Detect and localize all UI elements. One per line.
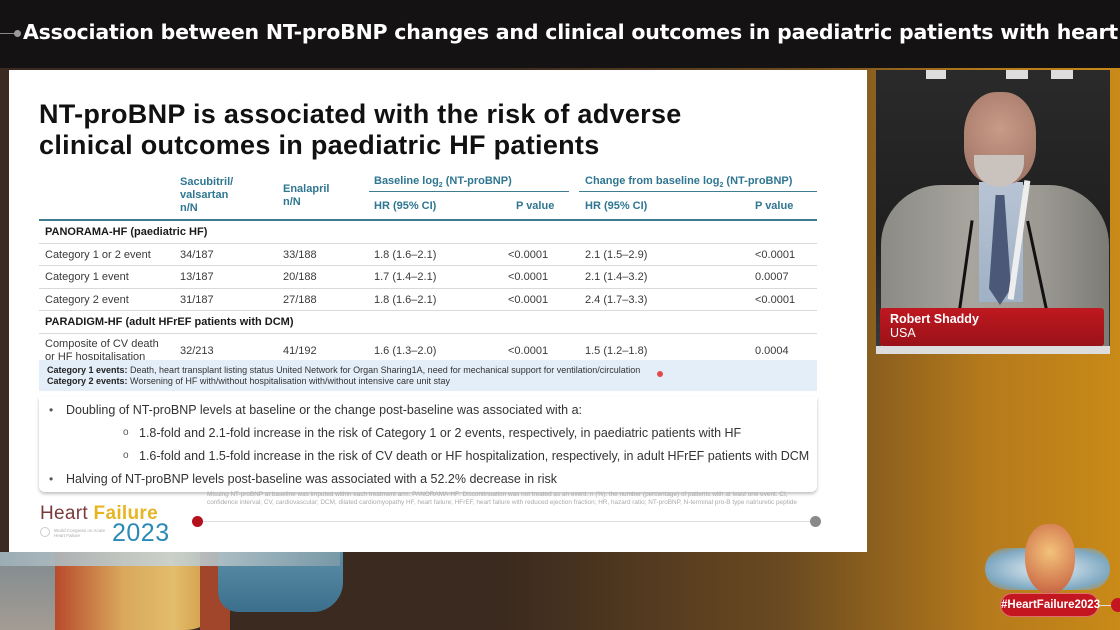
speaker-name: Robert Shaddy: [890, 312, 979, 326]
group-underline-baseline: [369, 191, 569, 192]
timeline-dot-icon: [14, 30, 21, 37]
presentation-slide: NT-proBNP is associated with the risk of…: [9, 70, 867, 552]
group-underline-change: [579, 191, 817, 192]
col-group-change: Change from baseline log2 (NT-proBNP): [585, 175, 793, 190]
slide-title-line-1: NT-proBNP is associated with the risk of…: [39, 99, 682, 129]
bullet-icon: •: [49, 403, 54, 417]
event-hashtag: #HeartFailure2023: [1000, 593, 1100, 617]
event-heart-logo-icon: [985, 518, 1115, 598]
key-findings-box: • Doubling of NT-proBNP levels at baseli…: [39, 397, 817, 492]
col-sacubitril-valsartan: Sacubitril/ valsartan n/N: [180, 176, 234, 214]
col-group-baseline: Baseline log2 (NT-proBNP): [374, 175, 512, 190]
sub-bullet-icon: o: [123, 450, 129, 461]
slide-footnote: Missing NT-proBNP at baseline was impute…: [207, 491, 797, 506]
sub-bullet-item: 1.6-fold and 1.5-fold increase in the ri…: [139, 449, 810, 463]
laser-pointer-dot: [657, 371, 663, 377]
logo-globe-icon: [40, 527, 50, 537]
slide-title-line-2: clinical outcomes in paediatric HF patie…: [39, 130, 600, 160]
heart-failure-2023-logo: Heart Failure World Congress on Acute He…: [40, 503, 170, 547]
results-table: Sacubitril/ valsartan n/N Enalapril n/N …: [39, 170, 817, 369]
col-enalapril: Enalapril n/N: [283, 183, 330, 208]
table-row: Category 1 event 13/187 20/188 1.7 (1.4–…: [39, 266, 817, 289]
hashtag-dot-icon: [1111, 598, 1120, 612]
speaker-name-banner: Robert Shaddy USA: [880, 308, 1104, 346]
event-definitions: Category 1 events: Death, heart transpla…: [39, 360, 817, 391]
sub-bullet-icon: o: [123, 427, 129, 438]
table-header: Sacubitril/ valsartan n/N Enalapril n/N …: [39, 170, 817, 221]
table-row: Category 2 event 31/187 27/188 1.8 (1.6–…: [39, 289, 817, 311]
background-artwork: [0, 552, 870, 630]
bullet-item: Doubling of NT-proBNP levels at baseline…: [66, 403, 583, 417]
video-title: Association between NT-proBNP changes an…: [23, 20, 1120, 44]
slide-title: NT-proBNP is associated with the risk of…: [39, 99, 819, 161]
progress-end-dot-icon: [810, 516, 821, 527]
progress-start-dot-icon: [192, 516, 203, 527]
video-title-bar: Association between NT-proBNP changes an…: [0, 0, 1120, 68]
col-p-change: P value: [755, 200, 794, 212]
bullet-item: Halving of NT-proBNP levels post-baselin…: [66, 472, 557, 486]
section-row-panorama: PANORAMA-HF (paediatric HF): [39, 221, 817, 244]
speaker-country: USA: [890, 326, 916, 340]
timeline-line: [0, 33, 18, 34]
col-hr-change: HR (95% CI): [585, 200, 648, 212]
section-row-paradigm: PARADIGM-HF (adult HFrEF patients with D…: [39, 311, 817, 334]
bullet-icon: •: [49, 472, 54, 486]
table-row: Category 1 or 2 event 34/187 33/188 1.8 …: [39, 244, 817, 266]
slide-progress-bar: [192, 516, 821, 527]
speaker-video-feed: [876, 70, 1110, 353]
col-hr-baseline: HR (95% CI): [374, 200, 437, 212]
col-p-baseline: P value: [516, 200, 555, 212]
sub-bullet-item: 1.8-fold and 2.1-fold increase in the ri…: [139, 426, 742, 440]
